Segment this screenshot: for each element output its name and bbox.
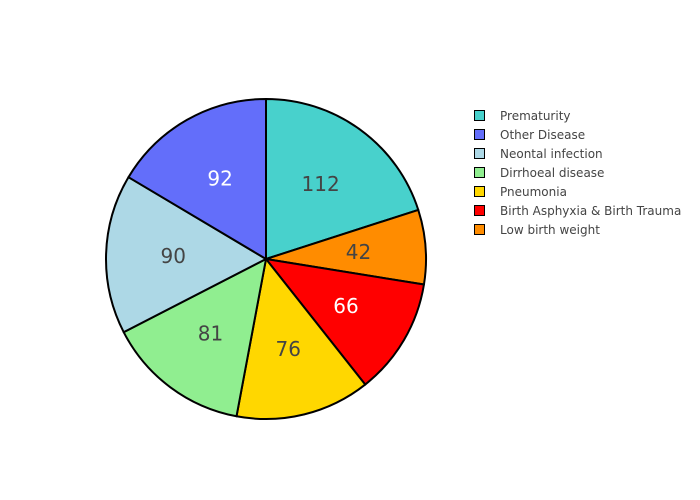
legend-item-low-birth-weight[interactable]: Low birth weight [474, 220, 681, 239]
legend-item-neontal-infection[interactable]: Neontal infection [474, 144, 681, 163]
pie-slice-other-disease[interactable] [127, 98, 267, 260]
legend-item-prematurity[interactable]: Prematurity [474, 106, 681, 125]
pie-slice-birth-asphyxia-birth-trauma[interactable] [265, 258, 425, 386]
legend-label: Neontal infection [500, 146, 603, 161]
legend-swatch [474, 224, 485, 235]
legend-label: Other Disease [500, 127, 586, 142]
legend-label: Pneumonia [500, 184, 567, 199]
legend-item-dirrhoeal-disease[interactable]: Dirrhoeal disease [474, 163, 681, 182]
legend-swatch [474, 129, 485, 140]
legend-swatch [474, 167, 485, 178]
legend-label: Low birth weight [500, 222, 600, 237]
pie-value-label-prematurity: 112 [302, 172, 340, 196]
legend: Prematurity Other Disease Neontal infectio… [474, 106, 681, 239]
pie-value-label-neontal-infection: 90 [161, 244, 186, 268]
pie-value-label-birth-asphyxia-birth-trauma: 66 [333, 294, 358, 318]
pie-value-label-pneumonia: 76 [275, 337, 300, 361]
legend-swatch [474, 205, 485, 216]
pie-value-label-low-birth-weight: 42 [346, 240, 371, 264]
pie-slices [105, 98, 427, 420]
pie-value-labels: 112 42 66 76 81 90 92 [161, 166, 372, 361]
legend-label: Birth Asphyxia & Birth Trauma [500, 203, 682, 218]
pie-slice-prematurity[interactable] [265, 98, 420, 260]
legend-swatch [474, 148, 485, 159]
pie-slice-dirrhoeal-disease[interactable] [122, 258, 267, 418]
pie-value-label-other-disease: 92 [207, 166, 232, 190]
legend-item-pneumonia[interactable]: Pneumonia [474, 182, 681, 201]
pie-slice-neontal-infection[interactable] [105, 176, 267, 334]
legend-item-birth-asphyxia-birth-trauma[interactable]: Birth Asphyxia & Birth Trauma [474, 201, 681, 220]
legend-swatch [474, 110, 485, 121]
legend-swatch [474, 186, 485, 197]
pie-slice-pneumonia[interactable] [235, 258, 367, 420]
legend-label: Prematurity [500, 108, 571, 123]
pie-value-label-dirrhoeal-disease: 81 [198, 321, 223, 345]
legend-item-other-disease[interactable]: Other Disease [474, 125, 681, 144]
legend-label: Dirrhoeal disease [500, 165, 605, 180]
